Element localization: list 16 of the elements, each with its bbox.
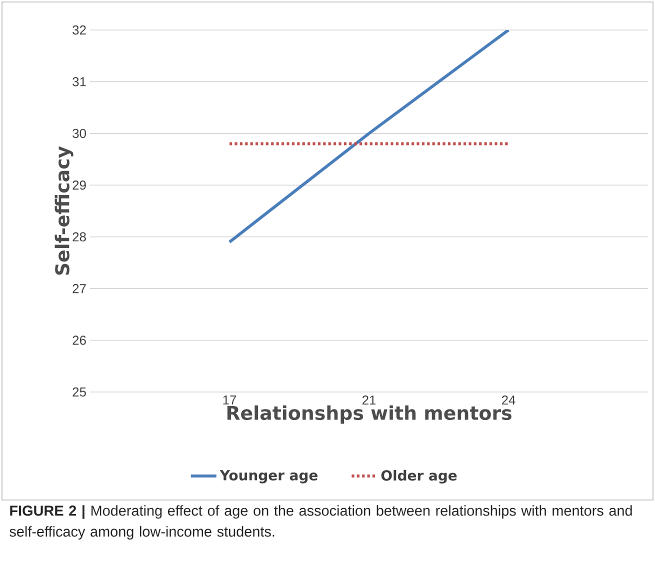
- y-axis-title: Self-efficacy: [54, 146, 74, 275]
- y-tick-label: 32: [72, 25, 86, 35]
- x-tick-label: 21: [362, 396, 376, 405]
- legend-label: Younger age: [220, 470, 318, 484]
- y-tick-label: 28: [72, 232, 86, 242]
- legend-label: Older age: [381, 470, 457, 484]
- y-tick-label: 25: [72, 387, 86, 397]
- y-tick-label: 29: [72, 180, 86, 190]
- y-tick-label: 30: [72, 128, 86, 138]
- x-axis-title: Relationshps with mentors: [227, 405, 512, 424]
- x-tick-label: 24: [502, 396, 516, 405]
- text: FIGURE 2 | Moderating effect of age on the association between relationships with mentors and self-efficacy among low-income students.: [10, 505, 632, 540]
- y-tick-label: 26: [72, 336, 86, 345]
- x-tick-label: 17: [223, 396, 236, 404]
- y-tick-label: 27: [72, 284, 86, 294]
- y-tick-label: 31: [72, 77, 86, 86]
